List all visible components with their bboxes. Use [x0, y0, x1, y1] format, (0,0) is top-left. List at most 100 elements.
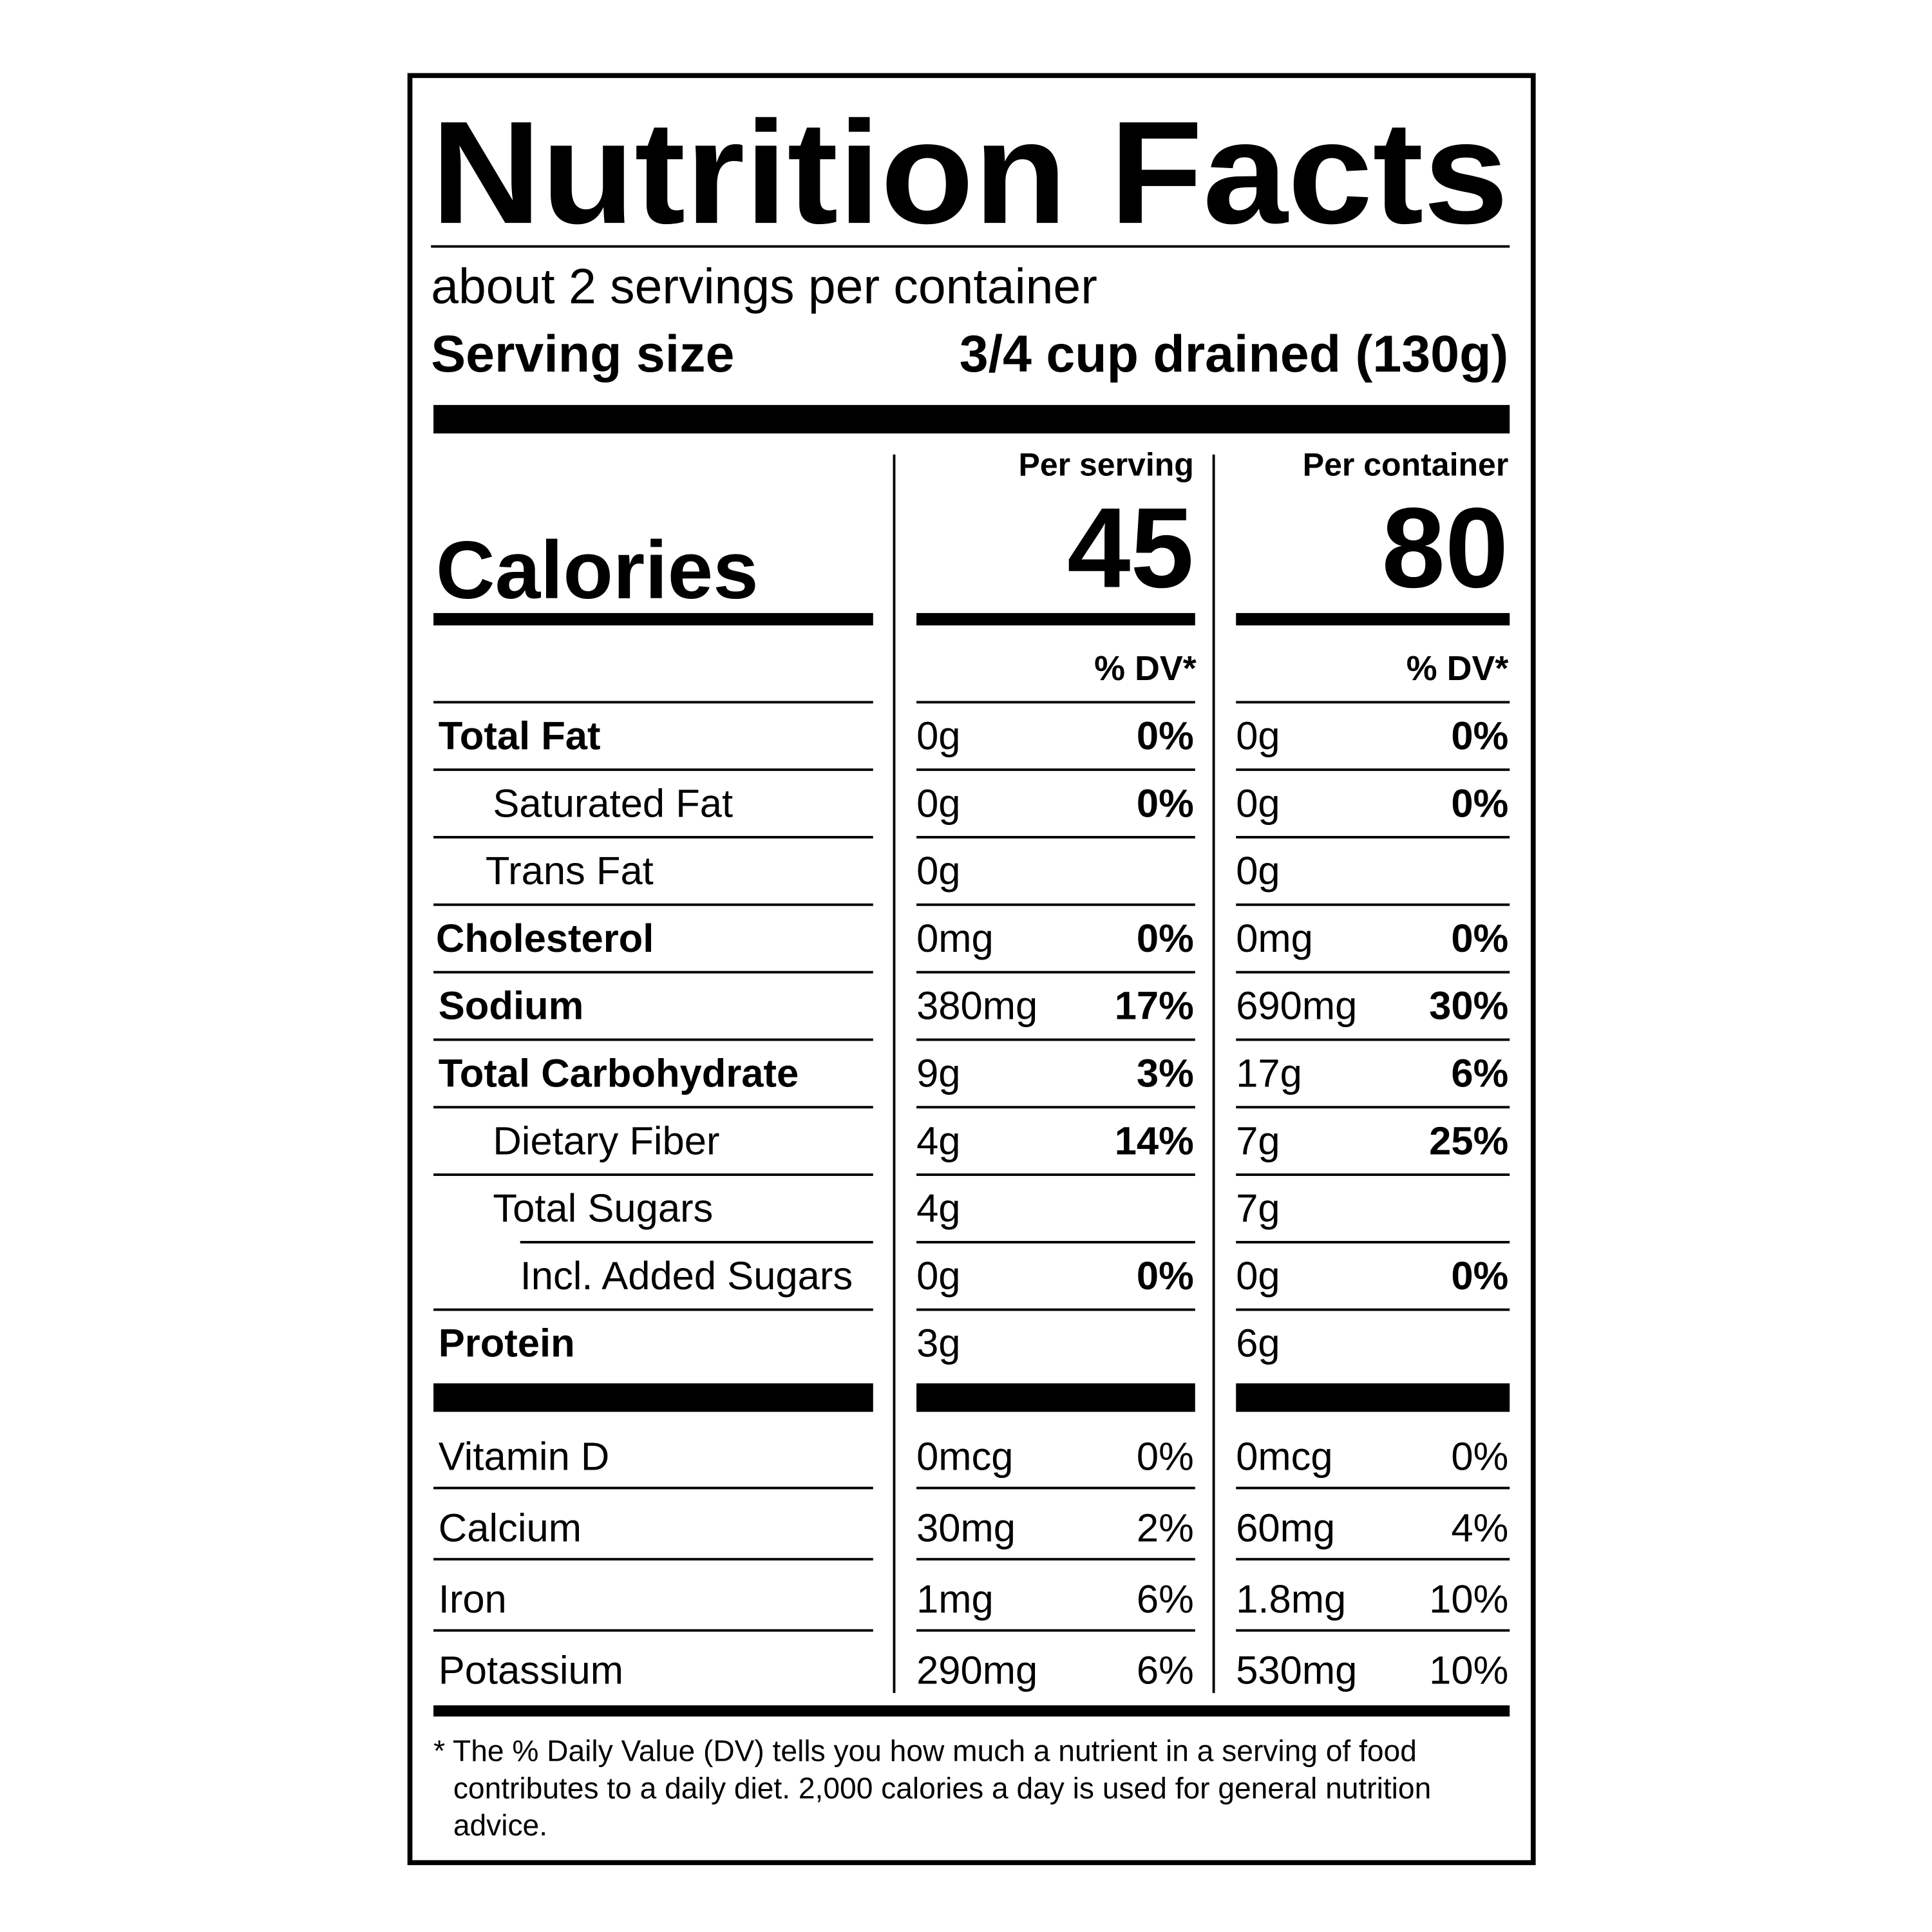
row-rule — [1236, 1558, 1510, 1561]
column-header: Per container — [1303, 446, 1509, 482]
nutrient-dv: 3% — [1137, 1052, 1194, 1096]
vitamin-amount: 290mg — [916, 1648, 1037, 1692]
row-rule — [433, 1308, 873, 1311]
row-rule — [916, 1240, 1195, 1244]
row-rule — [1236, 1038, 1510, 1041]
row-rule — [916, 1173, 1195, 1176]
calories-bar — [916, 612, 1195, 626]
nutrient-dv: 0% — [1137, 1254, 1194, 1298]
vitamin-dv: 6% — [1137, 1648, 1194, 1692]
nutrient-amount: 0g — [1236, 1254, 1280, 1298]
nutrient-name: Total Fat — [439, 714, 601, 758]
vitamin-dv: 10% — [1429, 1577, 1508, 1622]
nutrient-dv: 17% — [1115, 984, 1194, 1028]
row-rule — [1236, 1629, 1510, 1632]
row-rule — [1236, 971, 1510, 974]
nutrient-amount: 0mg — [1236, 916, 1313, 961]
column-divider — [1212, 454, 1215, 1693]
vitamin-dv: 6% — [1137, 1577, 1194, 1622]
row-rule — [433, 836, 873, 838]
nutrient-amount: 0g — [916, 849, 960, 893]
thick-bar — [433, 404, 1510, 434]
vitamin-dv: 0% — [1451, 1435, 1508, 1479]
column-header: Per serving — [1018, 446, 1193, 482]
nutrient-name: Total Carbohydrate — [439, 1052, 799, 1096]
nutrient-name: Sodium — [439, 984, 584, 1028]
nutrient-dv: 0% — [1137, 781, 1194, 826]
vitamin-dv: 0% — [1137, 1435, 1194, 1479]
row-rule — [1236, 768, 1510, 772]
vitamin-dv: 4% — [1451, 1506, 1508, 1550]
column-divider — [893, 454, 896, 1693]
nutrient-amount: 0g — [916, 1254, 960, 1298]
nutrient-name: Saturated Fat — [493, 781, 733, 826]
row-rule — [433, 1038, 873, 1041]
vitamin-amount: 0mcg — [916, 1435, 1013, 1479]
nutrient-dv: 6% — [1451, 1052, 1508, 1096]
row-rule — [433, 1106, 873, 1109]
bottom-bar — [433, 1705, 1510, 1717]
row-rule — [433, 903, 873, 906]
vitamin-name: Potassium — [439, 1648, 623, 1692]
nutrient-name: Dietary Fiber — [493, 1119, 719, 1163]
calories-bar — [1236, 612, 1510, 626]
row-rule — [433, 1558, 873, 1561]
footnote: advice. — [453, 1808, 547, 1842]
vitamin-name: Calcium — [439, 1506, 582, 1550]
serving-size-label: Serving size — [431, 325, 734, 383]
row-rule — [433, 1173, 873, 1176]
nutrient-name: Total Sugars — [493, 1186, 713, 1231]
calories-bar — [433, 612, 873, 626]
thick-bar — [916, 1383, 1195, 1412]
row-rule — [916, 1106, 1195, 1109]
row-rule — [1236, 1173, 1510, 1176]
dv-header: % DV* — [1406, 649, 1509, 688]
row-rule — [916, 1629, 1195, 1632]
row-rule — [916, 836, 1195, 838]
nutrient-amount: 0mg — [916, 916, 994, 961]
vitamin-amount: 530mg — [1236, 1648, 1357, 1692]
row-rule — [1236, 701, 1510, 704]
vitamin-dv: 2% — [1137, 1506, 1194, 1550]
row-rule — [433, 971, 873, 974]
nutrient-amount: 690mg — [1236, 984, 1357, 1028]
row-rule — [433, 1629, 873, 1632]
label-border — [407, 73, 1536, 1866]
vitamin-amount: 60mg — [1236, 1506, 1335, 1550]
row-rule — [433, 768, 873, 772]
vitamin-amount: 0mcg — [1236, 1435, 1332, 1479]
nutrient-dv: 0% — [1451, 916, 1508, 961]
row-rule — [433, 1486, 873, 1490]
row-rule — [1236, 836, 1510, 838]
nutrient-dv: 25% — [1429, 1119, 1508, 1163]
calories-value: 80 — [1382, 485, 1509, 612]
nutrient-name: Trans Fat — [486, 849, 654, 893]
vitamin-dv: 10% — [1429, 1648, 1508, 1692]
vitamin-amount: 30mg — [916, 1506, 1016, 1550]
nutrient-dv: 30% — [1429, 984, 1508, 1028]
nutrient-amount: 3g — [916, 1321, 960, 1366]
dv-header: % DV* — [1094, 649, 1197, 688]
nutrient-name: Cholesterol — [436, 916, 654, 961]
row-rule — [1236, 1106, 1510, 1109]
vitamin-name: Vitamin D — [439, 1435, 610, 1479]
row-rule — [916, 701, 1195, 704]
nutrient-dv: 0% — [1137, 714, 1194, 758]
thick-bar — [1236, 1383, 1510, 1412]
thick-bar — [433, 1383, 873, 1412]
nutrient-amount: 0g — [1236, 714, 1280, 758]
nutrient-amount: 7g — [1236, 1186, 1280, 1231]
row-rule — [916, 903, 1195, 906]
nutrient-amount: 0g — [1236, 781, 1280, 826]
nutrient-dv: 0% — [1451, 781, 1508, 826]
title: Nutrition Facts — [431, 91, 1508, 254]
nutrient-amount: 380mg — [916, 984, 1037, 1028]
nutrient-dv: 14% — [1115, 1119, 1194, 1163]
row-rule — [916, 971, 1195, 974]
servings-per-container: about 2 servings per container — [431, 259, 1097, 314]
nutrient-amount: 0g — [916, 714, 960, 758]
rule — [431, 245, 1510, 248]
row-rule — [916, 1308, 1195, 1311]
